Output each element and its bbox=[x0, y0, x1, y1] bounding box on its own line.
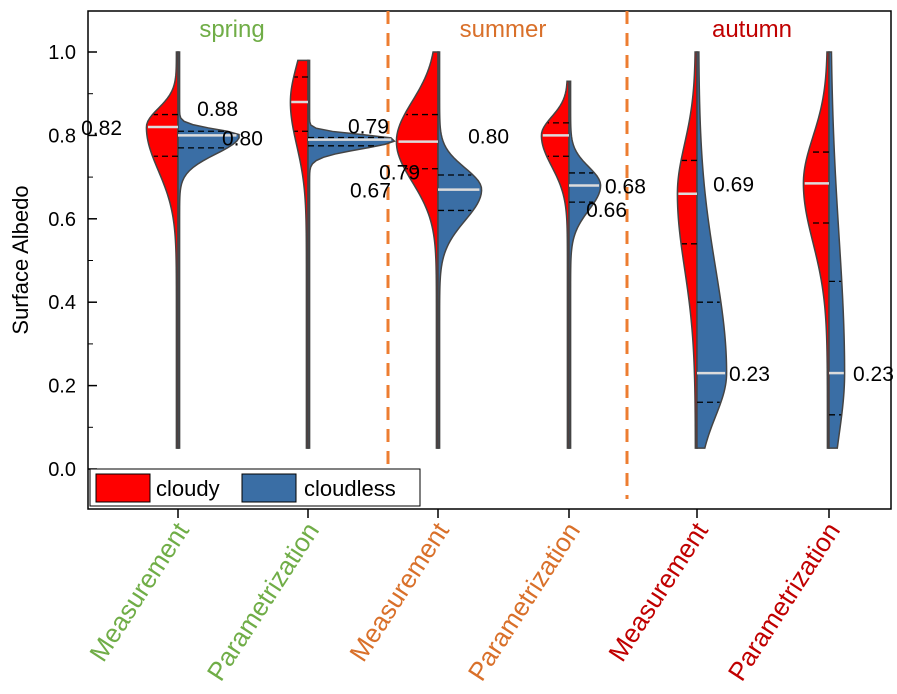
median-label-cloudless-5: 0.23 bbox=[729, 363, 770, 386]
median-label-cloudless-6: 0.23 bbox=[853, 363, 894, 386]
median-label-cloudy-5: 0.66 bbox=[586, 199, 627, 222]
x-category-label-1: Measurement bbox=[83, 516, 195, 666]
legend-swatch-cloudless bbox=[241, 473, 297, 503]
violins bbox=[145, 51, 846, 449]
season-labels: spring summer autumn bbox=[199, 16, 792, 43]
season-label-summer: summer bbox=[460, 16, 547, 43]
x-axis: Measurement Parametrization Measurement Par… bbox=[83, 509, 846, 686]
season-dividers bbox=[386, 11, 629, 499]
x-category-label-4: Parametrization bbox=[462, 517, 586, 686]
median-label-cloudy-3: 0.79 bbox=[379, 162, 420, 185]
violin-cloudy-5 bbox=[676, 51, 698, 449]
median-value-labels: 0.820.880.790.800.660.690.800.790.67 0.68… bbox=[81, 98, 894, 386]
y-tick-label: 0.8 bbox=[48, 125, 76, 147]
season-label-spring: spring bbox=[199, 16, 264, 43]
season-label-autumn: autumn bbox=[712, 16, 792, 43]
median-label-cloudless-2: 0.79 bbox=[348, 116, 389, 139]
violin-cloudy-4 bbox=[540, 80, 570, 449]
violin-cloudy-1 bbox=[145, 51, 179, 449]
y-tick-label: 1.0 bbox=[48, 42, 76, 64]
y-tick-label: 0.2 bbox=[48, 376, 76, 398]
violin-cloudless-1 bbox=[177, 51, 240, 449]
x-category-label-5: Measurement bbox=[602, 516, 714, 666]
violin-cloudless-3 bbox=[437, 51, 483, 449]
x-category-label-2: Parametrization bbox=[201, 517, 325, 686]
x-category-label-3: Measurement bbox=[343, 516, 455, 666]
y-axis-label: Surface Albedo bbox=[8, 185, 33, 334]
median-label-cloudless-3: 0.67 bbox=[350, 180, 391, 203]
x-category-label-6: Parametrization bbox=[722, 517, 846, 686]
violin-cloudy-6 bbox=[802, 51, 830, 449]
legend-label-cloudy: cloudy bbox=[156, 476, 220, 501]
median-label-cloudy-4: 0.80 bbox=[468, 125, 509, 148]
y-tick-label: 0.4 bbox=[48, 292, 76, 314]
plot-frame bbox=[87, 10, 892, 510]
violin-cloudy-3 bbox=[395, 51, 439, 449]
violin-cloudless-6 bbox=[828, 51, 846, 449]
violin-stat-lines bbox=[147, 76, 844, 416]
median-label-cloudy-6: 0.69 bbox=[713, 173, 754, 196]
y-axis: 0.0 0.2 0.4 0.6 0.8 1.0 bbox=[48, 42, 97, 481]
violin-cloudless-5 bbox=[696, 51, 728, 449]
legend-label-cloudless: cloudless bbox=[304, 476, 396, 501]
y-tick-label: 0.6 bbox=[48, 209, 76, 231]
median-label-cloudy-2: 0.88 bbox=[197, 98, 238, 121]
median-label-cloudless-1: 0.80 bbox=[222, 127, 263, 150]
legend: cloudy cloudless bbox=[89, 468, 421, 507]
violin-cloudless-4 bbox=[568, 80, 602, 449]
violin-cloudy-2 bbox=[289, 59, 309, 449]
median-label-cloudless-4: 0.68 bbox=[605, 175, 646, 198]
legend-swatch-cloudy bbox=[95, 473, 151, 503]
median-label-cloudy-1: 0.82 bbox=[81, 117, 122, 140]
y-tick-label: 0.0 bbox=[48, 459, 76, 481]
